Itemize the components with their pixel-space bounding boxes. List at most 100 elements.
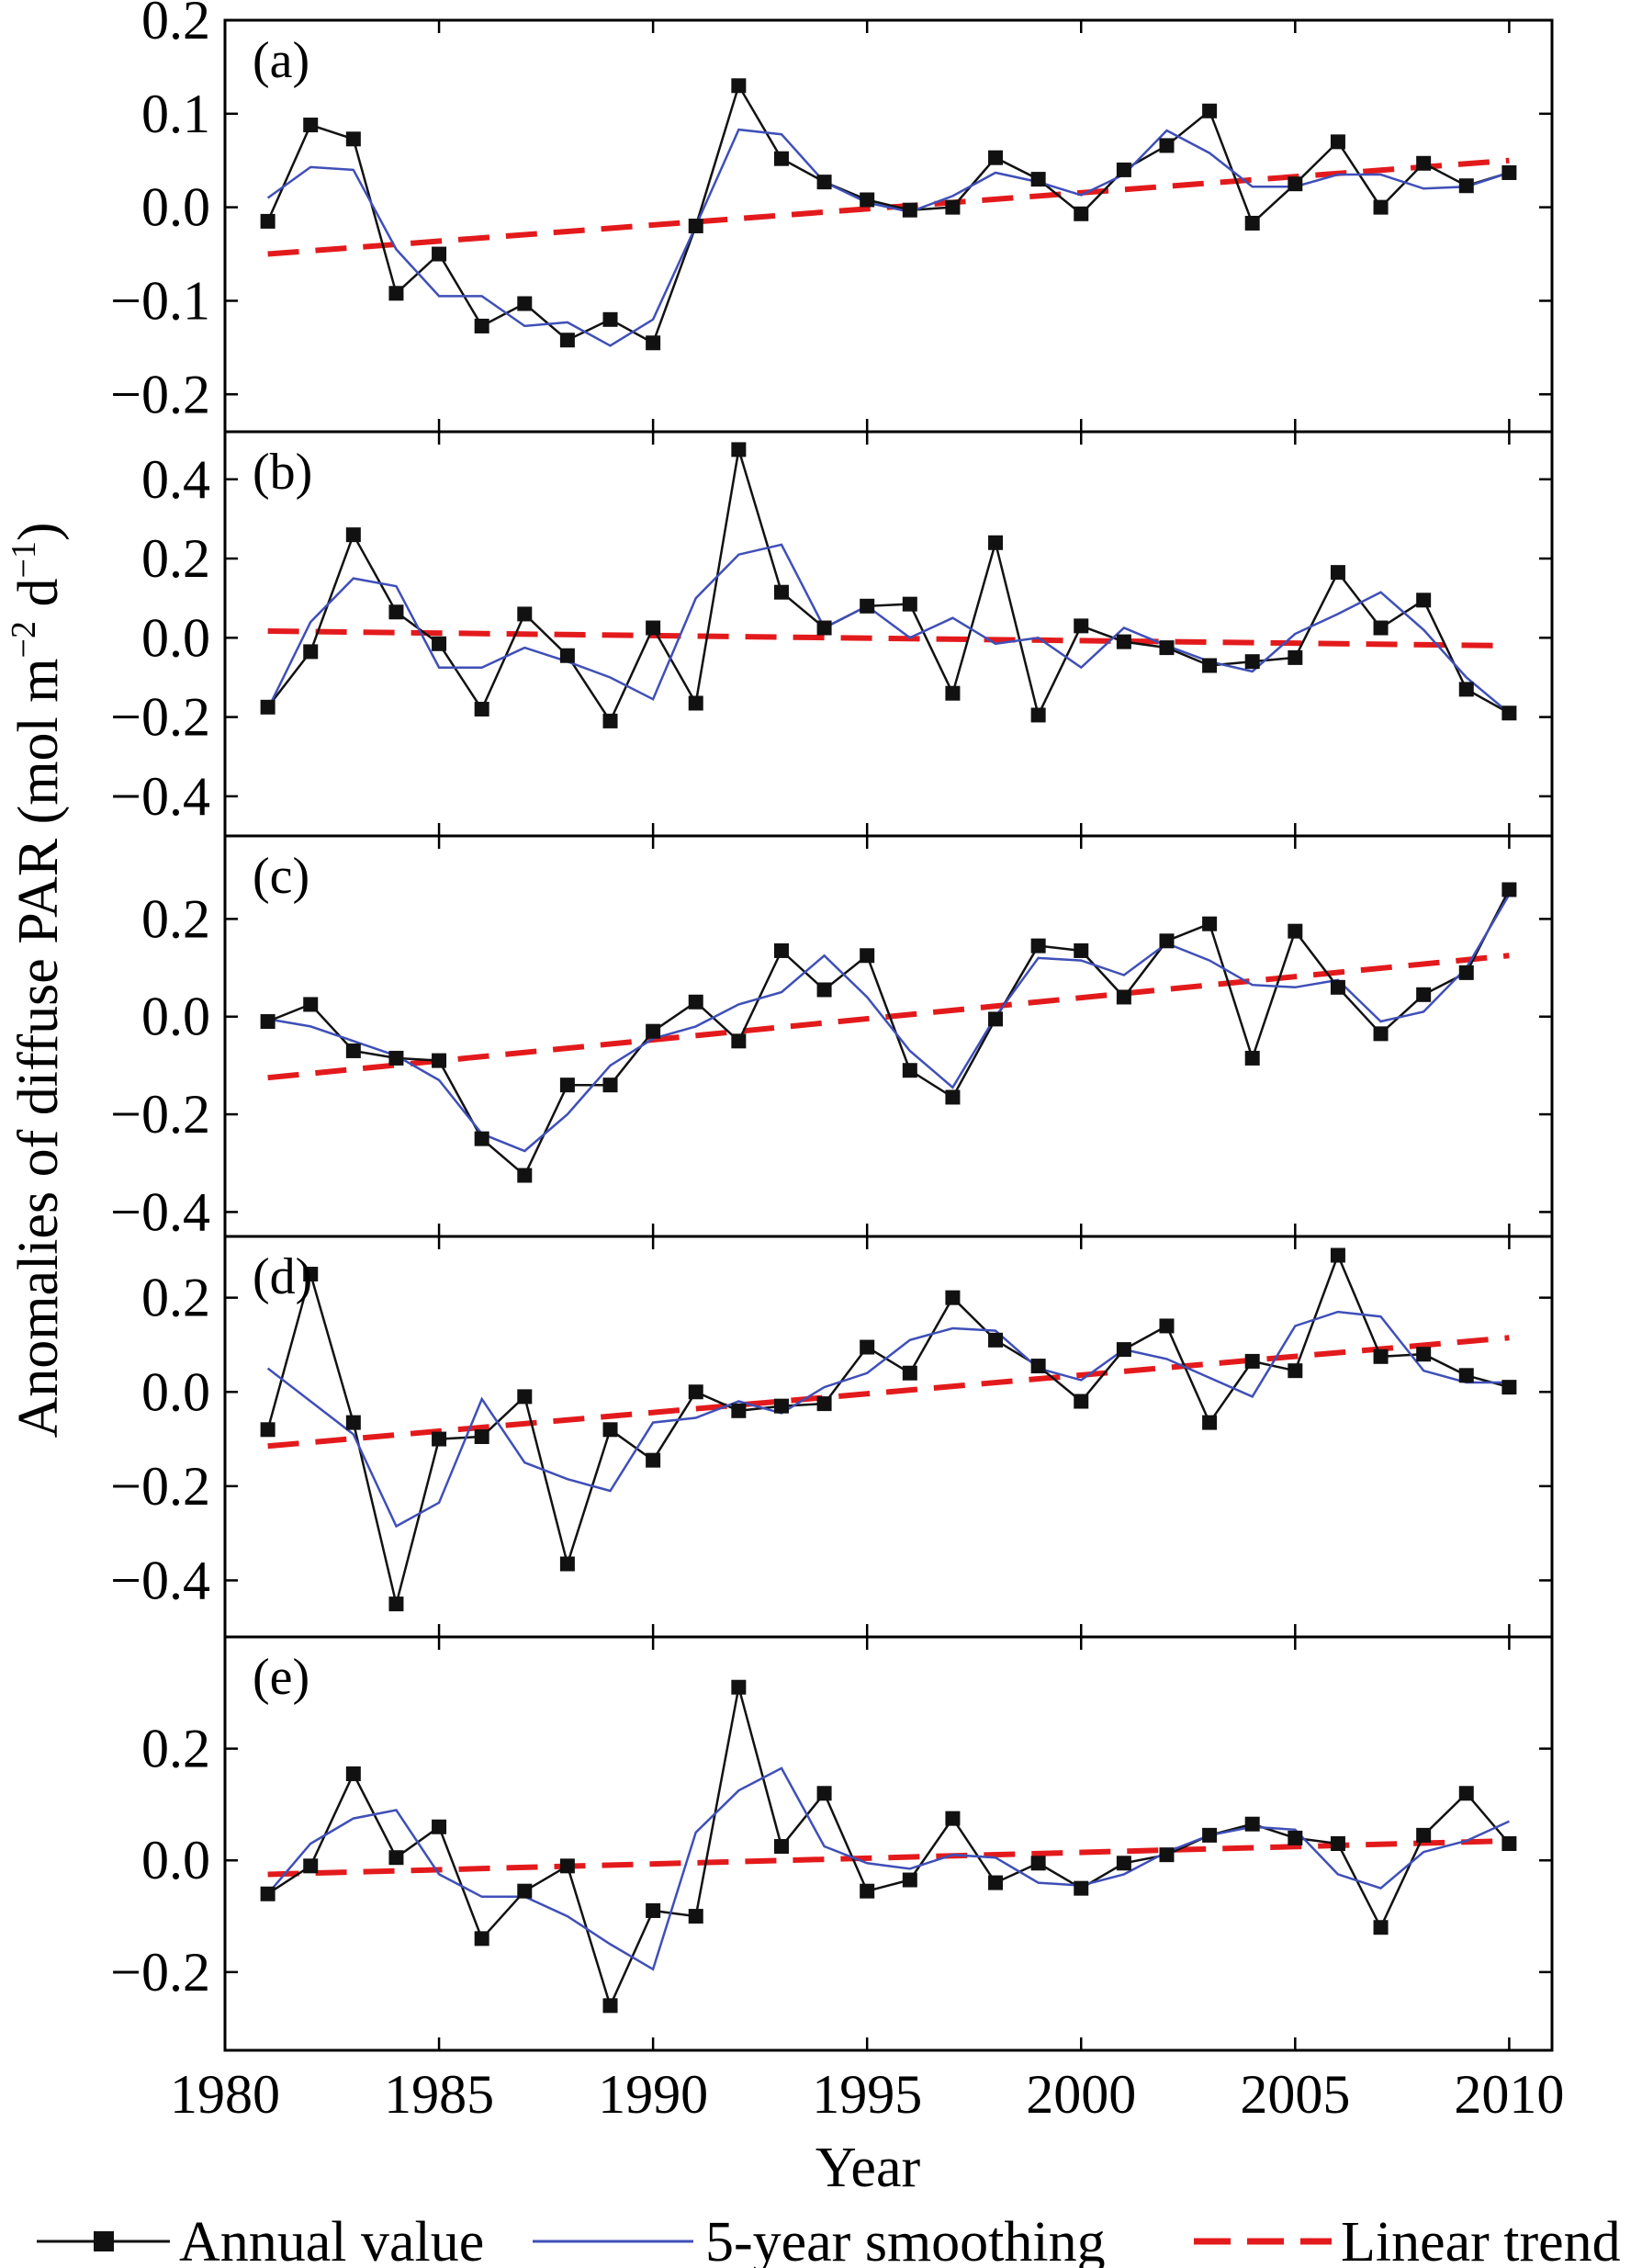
x-tick-label: 2005	[1240, 2064, 1350, 2125]
y-tick-label: 0.2	[141, 528, 210, 589]
annual-point	[773, 1839, 789, 1855]
panel-frame	[223, 1235, 1554, 1639]
annual-point	[345, 1415, 361, 1430]
annual-point	[646, 1902, 661, 1918]
annual-point	[1373, 1026, 1389, 1042]
legend-smoothing-label: 5-year smoothing	[705, 2211, 1106, 2268]
annual-point	[902, 202, 917, 218]
panel-3: −0.4 −0.2 0.0 0.2 (c)	[110, 834, 1554, 1242]
y-tick-label: −0.2	[110, 1942, 210, 2003]
y-tick-label: 0.2	[141, 1268, 210, 1328]
annual-point	[303, 1267, 319, 1282]
annual-point	[260, 1422, 276, 1438]
trend-line	[267, 953, 1510, 1081]
annual-point	[388, 1850, 404, 1866]
panel-label: (a)	[253, 32, 309, 89]
annual-point	[1116, 634, 1131, 649]
annual-point	[1373, 1348, 1389, 1364]
annual-point	[860, 1883, 875, 1899]
annual-point	[816, 982, 832, 998]
annual-point	[303, 118, 319, 133]
annual-point	[1288, 923, 1303, 939]
y-tick-label: 0.4	[141, 449, 210, 510]
annual-point	[1159, 933, 1175, 949]
y-tick-label: 0.1	[141, 84, 210, 144]
panel-1: −0.2 −0.1 0.0 0.1 0.2 (a)	[110, 0, 1554, 434]
annual-point	[688, 695, 703, 711]
annual-point	[902, 1365, 917, 1381]
y-axis-title-sup1: −2	[5, 621, 43, 658]
smoothing-line	[266, 128, 1510, 347]
panel-frame	[223, 18, 1554, 434]
y-tick-label: 0.2	[141, 0, 210, 51]
annual-point	[1244, 215, 1260, 231]
annual-point	[1116, 162, 1131, 177]
annual-point	[945, 685, 961, 701]
annual-point	[1030, 1856, 1046, 1871]
panel-label: (b)	[253, 444, 312, 501]
annual-point	[1373, 1920, 1389, 1935]
annual-point	[646, 620, 661, 636]
x-tick-label: 2000	[1026, 2064, 1136, 2125]
annual-point	[432, 636, 447, 651]
annual-point	[1288, 649, 1303, 665]
annual-point	[773, 942, 789, 958]
annual-point	[1244, 1816, 1260, 1832]
annual-point	[688, 1909, 703, 1924]
annual-point	[1116, 989, 1131, 1005]
x-tick-label: 1990	[598, 2064, 708, 2125]
annual-point	[731, 442, 747, 457]
y-tick-label: 0.0	[141, 177, 210, 238]
annual-point	[1074, 942, 1089, 958]
annual-point	[345, 1043, 361, 1058]
annual-point	[517, 296, 533, 311]
annual-point	[388, 286, 404, 301]
annual-point	[260, 699, 276, 715]
panels: −0.2 −0.1 0.0 0.1 0.2 (a) −0.4 −0.2 0.0 0.2 0.4 (b)…	[110, 0, 1564, 2125]
annual-point	[1159, 1847, 1175, 1863]
panel-2: −0.4 −0.2 0.0 0.2 0.4 (b)	[110, 430, 1554, 838]
annual-point	[474, 318, 489, 333]
annual-point	[602, 1998, 618, 2014]
annual-point	[432, 1819, 447, 1834]
annual-point	[517, 606, 533, 622]
annual-point	[602, 311, 618, 327]
annual-point	[860, 1339, 875, 1355]
x-tick-label: 1980	[170, 2064, 280, 2125]
annual-point	[1501, 1836, 1517, 1851]
y-tick-label: 0.0	[141, 987, 210, 1047]
annual-point	[1416, 1827, 1432, 1843]
annual-point	[945, 199, 961, 215]
annual-point	[816, 620, 832, 636]
y-tick-label: 0.2	[141, 1719, 210, 1779]
annual-point	[1202, 1415, 1218, 1430]
annual-point	[517, 1168, 533, 1183]
annual-point	[1288, 176, 1303, 192]
y-tick-label: 0.0	[141, 1361, 210, 1422]
annual-point	[688, 994, 703, 1010]
annual-point	[1074, 1394, 1089, 1409]
y-axis-title-mid: d	[7, 579, 70, 622]
y-tick-label: −0.2	[110, 1456, 210, 1517]
annual-point	[602, 1078, 618, 1093]
annual-point	[1244, 654, 1260, 670]
annual-point	[1416, 155, 1432, 171]
annual-point	[474, 1429, 489, 1444]
y-tick-label: 0.0	[141, 1830, 210, 1890]
annual-point	[260, 1886, 276, 1901]
y-tick-label: −0.4	[110, 1181, 210, 1242]
annual-point	[731, 1403, 747, 1418]
y-tick-label: −0.4	[110, 766, 210, 827]
annual-point	[345, 131, 361, 147]
legend-annual-label: Annual value	[179, 2211, 484, 2268]
annual-point	[303, 997, 319, 1012]
annual-point	[945, 1290, 961, 1305]
annual-point	[474, 1931, 489, 1946]
annual-point	[559, 1556, 575, 1572]
annual-point	[474, 701, 489, 717]
panel-frame	[223, 834, 1554, 1238]
smoothing-line	[267, 894, 1511, 1153]
legend-annual-marker	[94, 2231, 114, 2251]
annual-point	[303, 1858, 319, 1874]
